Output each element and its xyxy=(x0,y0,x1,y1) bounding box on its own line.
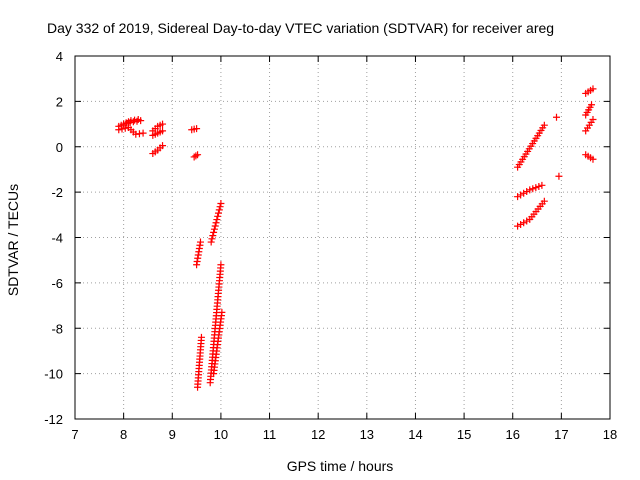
data-point xyxy=(216,203,224,211)
data-point xyxy=(159,120,167,128)
data-point xyxy=(526,186,534,194)
data-point xyxy=(517,191,525,199)
data-point xyxy=(120,120,128,128)
x-tick-label: 17 xyxy=(554,427,568,442)
y-tick-label: 4 xyxy=(56,49,63,64)
data-point xyxy=(588,101,596,109)
data-point xyxy=(532,184,540,192)
data-point xyxy=(538,181,546,189)
x-tick-label: 18 xyxy=(603,427,617,442)
data-point xyxy=(517,220,525,228)
data-point xyxy=(126,119,134,127)
y-tick-label: -12 xyxy=(44,412,63,427)
x-tick-label: 15 xyxy=(457,427,471,442)
x-axis-label: GPS time / hours xyxy=(287,458,394,474)
data-point xyxy=(212,219,220,227)
data-point xyxy=(589,116,597,124)
data-point xyxy=(123,119,131,127)
data-point xyxy=(540,121,548,129)
x-tick-label: 10 xyxy=(214,427,228,442)
y-tick-label: -8 xyxy=(51,321,63,336)
data-point xyxy=(555,172,563,180)
data-point xyxy=(520,219,528,227)
data-point xyxy=(523,217,531,225)
data-point xyxy=(209,232,217,240)
data-point xyxy=(196,238,204,246)
data-point xyxy=(159,127,167,135)
x-tick-label: 16 xyxy=(505,427,519,442)
data-point xyxy=(137,117,145,125)
data-point xyxy=(121,124,129,132)
data-point xyxy=(217,199,225,207)
tick-layer: 7 8 9 10 11 12 13 14 15 16 17 18 -12 -10 -8 -6 -4 -2 0 2 4 xyxy=(44,49,617,442)
data-point xyxy=(213,216,221,224)
x-tick-label: 13 xyxy=(360,427,374,442)
data-point xyxy=(192,152,200,160)
x-tick-label: 9 xyxy=(169,427,176,442)
y-tick-label: -2 xyxy=(51,185,63,200)
data-point xyxy=(208,235,216,243)
x-tick-label: 12 xyxy=(311,427,325,442)
y-tick-label: 0 xyxy=(56,140,63,155)
data-point xyxy=(589,155,597,163)
data-point xyxy=(529,185,537,193)
data-point xyxy=(193,125,201,133)
grid-layer xyxy=(75,56,610,419)
data-point xyxy=(514,222,522,230)
x-tick-label: 8 xyxy=(120,427,127,442)
data-point xyxy=(211,222,219,230)
data-point xyxy=(218,308,226,316)
data-point xyxy=(589,85,597,93)
points-layer xyxy=(115,85,597,391)
y-tick-label: -6 xyxy=(51,276,63,291)
data-point xyxy=(520,189,528,197)
data-point xyxy=(115,126,123,134)
x-tick-label: 14 xyxy=(408,427,422,442)
y-axis-label: SDTVAR / TECUs xyxy=(5,184,21,296)
data-point xyxy=(535,182,543,190)
y-tick-label: 2 xyxy=(56,94,63,109)
chart-title: Day 332 of 2019, Sidereal Day-to-day VTE… xyxy=(47,20,554,36)
data-point xyxy=(540,197,548,205)
data-point xyxy=(159,142,167,150)
data-point xyxy=(514,193,522,201)
data-point xyxy=(207,238,215,246)
data-point xyxy=(118,125,126,133)
x-tick-label: 7 xyxy=(71,427,78,442)
data-point xyxy=(139,129,147,137)
y-tick-label: -10 xyxy=(44,367,63,382)
data-point xyxy=(214,209,222,217)
data-point xyxy=(214,212,222,220)
data-point xyxy=(553,113,560,121)
data-point xyxy=(523,188,531,196)
x-tick-label: 11 xyxy=(263,427,277,442)
data-point xyxy=(215,206,223,214)
data-point xyxy=(194,151,202,159)
data-point xyxy=(217,261,225,269)
data-point xyxy=(197,333,205,341)
y-tick-label: -4 xyxy=(51,231,63,246)
data-point xyxy=(210,228,218,236)
data-point xyxy=(210,225,218,233)
